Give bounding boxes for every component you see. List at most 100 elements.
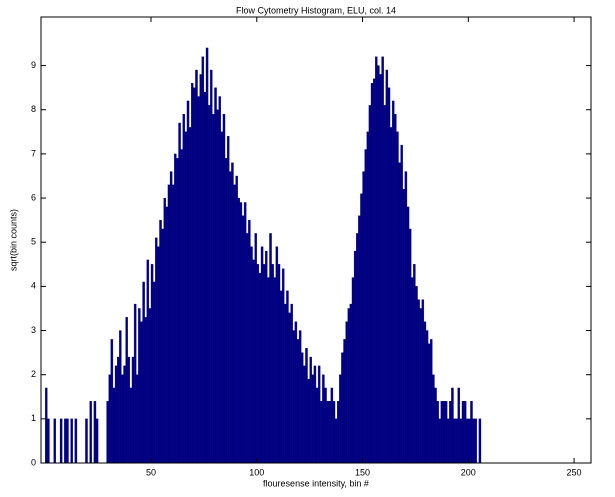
bar — [174, 153, 177, 464]
bar — [262, 264, 266, 464]
bar — [328, 401, 331, 464]
bar — [301, 352, 304, 464]
bar — [286, 290, 289, 464]
bar — [307, 378, 310, 464]
bar — [95, 418, 99, 464]
plot-frame — [40, 16, 592, 464]
bar — [112, 387, 116, 464]
bar — [121, 374, 124, 464]
bar — [169, 171, 173, 464]
bar — [163, 197, 166, 464]
bar — [417, 299, 420, 464]
bar — [125, 317, 128, 464]
bar — [246, 233, 249, 464]
bar — [368, 105, 372, 464]
bar — [353, 250, 357, 464]
bar — [313, 365, 317, 464]
bar — [106, 401, 109, 464]
bar — [241, 215, 245, 464]
bar — [339, 374, 342, 464]
y-tick-label: 3 — [31, 325, 36, 335]
bar — [172, 184, 175, 464]
bar — [193, 87, 196, 464]
bar — [387, 87, 391, 464]
bar — [402, 189, 405, 464]
bar — [432, 374, 435, 464]
bar — [129, 387, 133, 464]
bar — [191, 83, 194, 464]
bar — [322, 374, 325, 464]
x-tick-label: 150 — [355, 467, 370, 477]
bar — [459, 418, 463, 464]
bar — [472, 418, 475, 464]
bar — [142, 281, 145, 464]
bar — [377, 65, 380, 464]
y-tick-label: 1 — [31, 413, 36, 423]
bar — [250, 246, 253, 464]
bar — [93, 401, 97, 464]
bar — [394, 113, 397, 464]
bar — [370, 83, 374, 464]
bar — [127, 356, 130, 464]
bar — [167, 184, 171, 464]
bar — [451, 387, 454, 464]
y-tick-label: 5 — [31, 237, 36, 247]
bar — [237, 197, 240, 464]
y-tick-label: 8 — [31, 104, 36, 114]
bar — [184, 131, 188, 464]
bar — [136, 374, 139, 464]
bar — [349, 303, 353, 464]
y-tick-label: 4 — [31, 281, 36, 291]
bar — [379, 74, 382, 464]
bar — [305, 348, 308, 464]
bar — [201, 56, 205, 464]
bar — [205, 47, 209, 464]
bar — [372, 78, 376, 464]
bar — [144, 317, 147, 464]
bar — [366, 131, 370, 464]
bar — [415, 286, 418, 464]
bar — [449, 401, 452, 464]
bar — [351, 277, 355, 464]
bar — [296, 339, 300, 464]
bar — [159, 219, 162, 464]
bar — [455, 418, 458, 464]
y-axis-label: sqrt(bin counts) — [8, 209, 18, 271]
bar — [398, 162, 401, 464]
bar — [271, 264, 274, 464]
bar — [288, 312, 291, 464]
bar — [222, 113, 226, 464]
bar — [404, 171, 408, 464]
bar — [434, 387, 437, 464]
bar — [224, 158, 228, 464]
bar — [252, 259, 255, 464]
bar — [265, 250, 268, 464]
bar — [188, 127, 192, 464]
bar — [74, 418, 78, 464]
bar — [231, 162, 234, 464]
bar — [197, 96, 200, 464]
bar — [430, 339, 433, 464]
x-tick-label: 200 — [461, 467, 476, 477]
bar — [138, 308, 141, 464]
bar — [303, 365, 306, 464]
bar — [89, 401, 92, 464]
bar — [447, 418, 450, 464]
bar — [157, 246, 160, 464]
bar — [423, 321, 427, 464]
bar — [396, 131, 399, 464]
bar — [466, 418, 469, 464]
bar — [119, 330, 122, 464]
bar — [470, 401, 473, 464]
bar — [59, 418, 63, 464]
bar — [279, 290, 283, 464]
bar — [260, 246, 264, 464]
bar — [343, 339, 346, 464]
bar — [233, 184, 236, 464]
bar — [216, 109, 219, 464]
bar — [392, 100, 395, 464]
bar — [457, 387, 460, 464]
bar — [442, 401, 446, 464]
bar — [267, 277, 270, 464]
